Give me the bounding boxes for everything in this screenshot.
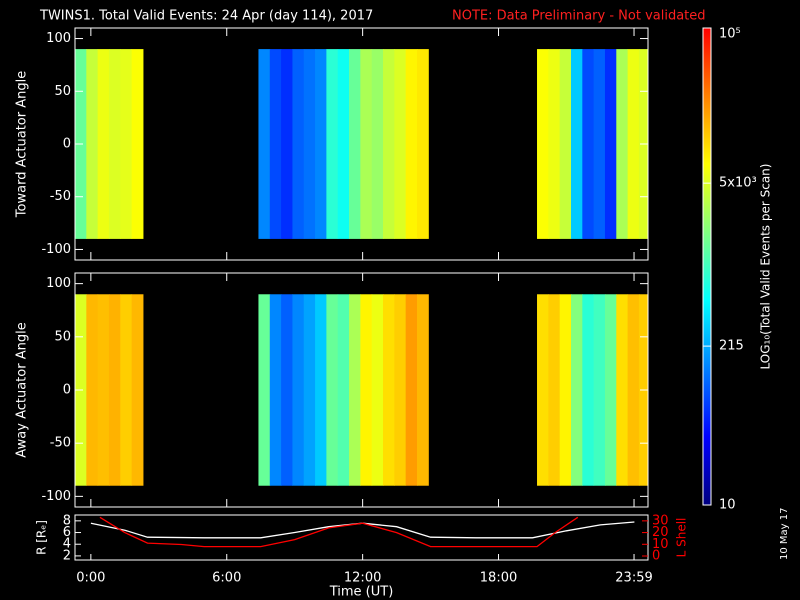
y2-tick-label: 0 — [652, 549, 660, 564]
x-tick-label: 0:00 — [76, 571, 105, 586]
heatmap-cell — [383, 294, 395, 486]
x-tick-label: 12:00 — [344, 571, 381, 586]
colorbar-tick-label: 215 — [719, 339, 744, 354]
heatmap-cell — [97, 49, 110, 239]
heatmap-cell — [405, 49, 418, 239]
x-tick-label: 6:00 — [212, 571, 241, 586]
heatmap-cell — [108, 49, 121, 239]
y-tick-label: 50 — [54, 84, 71, 99]
heatmap-cell — [337, 294, 350, 486]
x-tick-label: 23:59 — [615, 571, 652, 586]
heatmap-cell — [627, 49, 640, 239]
heatmap-cell — [371, 294, 384, 486]
heatmap-cell — [86, 49, 99, 239]
heatmap-cell — [537, 49, 549, 239]
heatmap-cell — [131, 49, 144, 239]
heatmap-cell — [120, 49, 133, 239]
heatmap-cell — [269, 294, 282, 486]
heatmap-cell — [383, 49, 395, 239]
x-tick-label: 18:00 — [480, 571, 517, 586]
y-tick-label: 100 — [46, 31, 71, 46]
heatmap-cell — [349, 49, 361, 239]
heatmap-cell — [326, 294, 339, 486]
heatmap-cell — [627, 294, 640, 486]
plot-frame — [74, 514, 649, 561]
y2-tick-label: 10 — [652, 537, 669, 552]
y-axis-title: R [Rₑ] — [35, 520, 49, 555]
heatmap-cell — [349, 294, 361, 486]
heatmap-cell — [108, 294, 121, 486]
heatmap-cell — [131, 294, 144, 486]
y-tick-label: 8 — [63, 513, 71, 528]
heatmap-cell — [303, 294, 316, 486]
heatmap-cell — [582, 49, 595, 239]
colorbar-tick-label: 10 — [719, 498, 736, 513]
heatmap-cell — [292, 294, 305, 486]
y2-tick-label: 30 — [652, 513, 669, 528]
heatmap-cell — [570, 49, 583, 239]
colorbar-tick-label: 10⁵ — [719, 27, 741, 42]
heatmap-cell — [360, 49, 373, 239]
heatmap-cell — [303, 49, 316, 239]
heatmap-cell — [258, 49, 271, 239]
heatmap-cell — [570, 294, 583, 486]
heatmap-cell — [281, 294, 293, 486]
heatmap-cell — [559, 294, 572, 486]
heatmap-cell — [258, 294, 271, 486]
heatmap-cell — [582, 294, 595, 486]
y-tick-label: -100 — [41, 242, 71, 257]
heatmap-cell — [97, 294, 110, 486]
y-tick-label: 100 — [46, 276, 71, 291]
y-tick-label: 50 — [54, 329, 71, 344]
chart-title: TWINS1. Total Valid Events: 24 Apr (day … — [39, 9, 373, 24]
heatmap-cell — [548, 294, 561, 486]
heatmap-cell — [292, 49, 305, 239]
y-tick-label: -100 — [41, 489, 71, 504]
heatmap-cell — [337, 49, 350, 239]
colorbar — [702, 27, 712, 506]
heatmap-cell — [616, 294, 629, 486]
colorbar-tick-label: 5x10³ — [719, 176, 757, 191]
heatmap-cell — [120, 294, 133, 486]
y-tick-label: 2 — [63, 548, 71, 563]
heatmap-cell — [559, 49, 572, 239]
y-tick-label: -50 — [50, 436, 71, 451]
y-tick-label: 0 — [63, 383, 71, 398]
heatmap-cell — [281, 49, 293, 239]
y-axis-title: Toward Actuator Angle — [15, 71, 30, 218]
heatmap-cell — [371, 49, 384, 239]
y-tick-label: 6 — [63, 525, 71, 540]
heatmap-cell — [315, 49, 327, 239]
heatmap-cell — [604, 49, 617, 239]
note: NOTE: Data Preliminary - Not validated — [452, 9, 706, 24]
heatmap-cell — [593, 49, 606, 239]
heatmap-cell — [394, 294, 407, 486]
heatmap-cell — [405, 294, 418, 486]
heatmap-cell — [416, 49, 429, 239]
heatmap-cell — [326, 49, 339, 239]
heatmap-cell — [315, 294, 327, 486]
y2-axis-title: L Shell — [675, 518, 689, 558]
heatmap-cell — [416, 294, 429, 486]
heatmap-cell — [548, 49, 561, 239]
heatmap-cell — [593, 294, 606, 486]
x-axis-title: Time (UT) — [329, 585, 394, 600]
y-tick-label: 0 — [63, 137, 71, 152]
heatmap-cell — [269, 49, 282, 239]
y-axis-title: Away Actuator Angle — [15, 322, 30, 457]
side-label: 10 May 17 — [779, 508, 790, 560]
colorbar-title: LOG₁₀(Total Valid Events per Scan) — [759, 164, 773, 370]
line-series — [99, 516, 579, 548]
heatmap-cell — [604, 294, 617, 486]
heatmap-cell — [394, 49, 407, 239]
heatmap-cell — [616, 49, 629, 239]
heatmap-cell — [537, 294, 549, 486]
y-tick-label: 4 — [63, 537, 71, 552]
heatmap-cell — [86, 294, 99, 486]
y2-tick-label: 20 — [652, 525, 669, 540]
heatmap-cell — [360, 294, 373, 486]
y-tick-label: -50 — [50, 189, 71, 204]
